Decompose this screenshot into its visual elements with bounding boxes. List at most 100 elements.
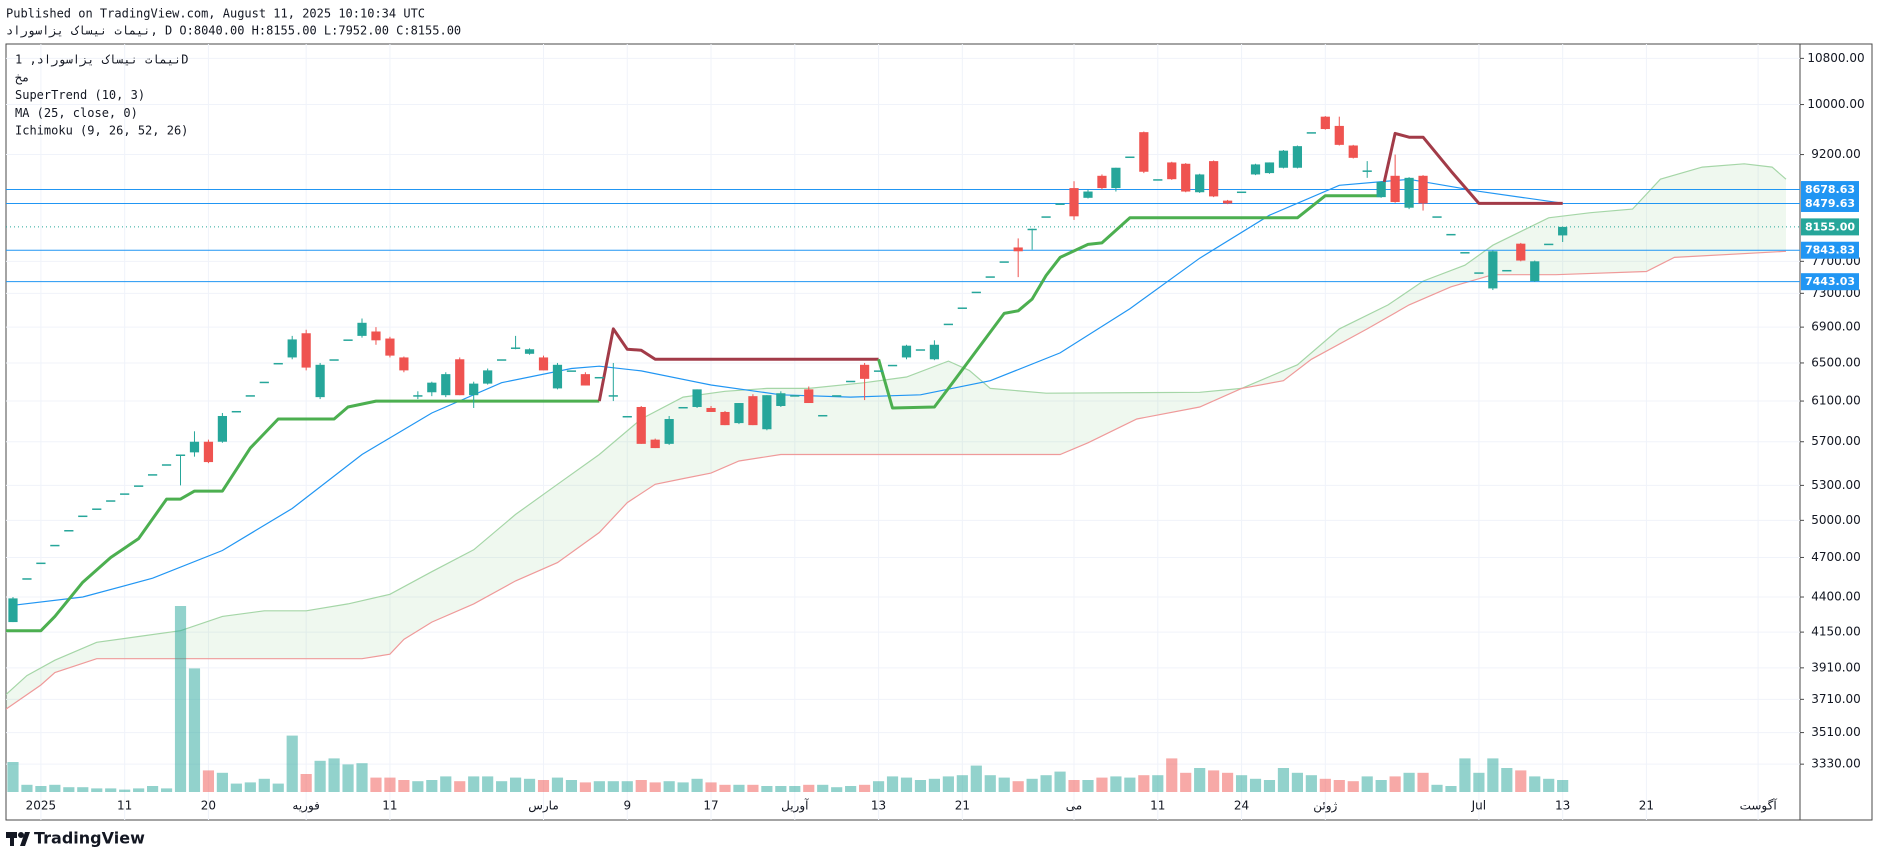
volume-bar	[942, 776, 954, 792]
y-tick-label: 5000.00	[1811, 513, 1861, 527]
candle-body	[538, 357, 549, 371]
candle-body	[357, 322, 367, 336]
x-tick-label: 24	[1234, 799, 1249, 813]
volume-bar	[1487, 758, 1499, 792]
volume-bar	[886, 776, 899, 792]
price-tag	[1801, 241, 1859, 259]
volume-bar	[384, 777, 396, 792]
candle-body	[1376, 181, 1386, 198]
volume-bar	[1026, 778, 1038, 792]
candle-body	[790, 395, 800, 397]
candle-body	[1013, 247, 1023, 252]
volume-bar	[216, 772, 228, 792]
volume-bar	[775, 786, 787, 792]
candle-body	[161, 464, 172, 466]
candle-body	[50, 544, 60, 547]
candle-body	[664, 419, 674, 444]
volume-bar	[1249, 778, 1262, 792]
candle-body	[762, 395, 772, 430]
candle-body	[64, 530, 74, 532]
candle-body	[455, 359, 465, 396]
volume-bar	[356, 763, 368, 792]
y-tick-label: 6500.00	[1811, 355, 1861, 369]
candle-body	[371, 331, 381, 341]
candle-body	[301, 333, 311, 368]
candle-body	[259, 381, 269, 384]
candle-body	[776, 393, 786, 406]
candle-body	[147, 474, 158, 476]
candle-body	[594, 376, 604, 379]
volume-bar	[635, 780, 647, 792]
legend-line: مخ	[15, 70, 29, 84]
candle-body	[552, 364, 563, 389]
candle-body	[36, 562, 46, 565]
volume-bar	[1305, 775, 1317, 792]
candle-body	[1334, 125, 1344, 145]
volume-bar	[482, 776, 494, 792]
y-tick-label: 3710.00	[1811, 692, 1861, 706]
y-tick-label: 10000.00	[1807, 97, 1864, 111]
x-tick-label: 21	[955, 799, 970, 813]
candle-body	[1390, 175, 1400, 203]
volume-bar	[160, 788, 173, 792]
candle-body	[692, 389, 702, 407]
legend: نیمات نیساک یزاسوراد, 1D مخ SuperTrend (10…	[15, 53, 188, 138]
volume-bar	[370, 777, 382, 792]
axis-layer: 10800.0010000.009200.007700.007300.00690…	[26, 51, 1865, 814]
symbol-line: نیمات نیساک یزاسوراد, D O:8040.00 H:8155…	[6, 24, 461, 39]
volume-bar	[202, 770, 215, 792]
candle-body	[1404, 177, 1414, 208]
candle-body	[887, 364, 898, 367]
volume-bar	[1459, 758, 1471, 792]
logo-part	[18, 832, 24, 838]
volume-bar	[49, 784, 61, 792]
candle-body	[8, 598, 18, 623]
candle-body	[1264, 162, 1275, 174]
candle-body	[873, 370, 884, 372]
plot-layer	[6, 116, 1800, 792]
volume-bar	[845, 786, 857, 792]
volume-bar	[1138, 775, 1150, 792]
candle-body	[985, 276, 995, 278]
y-tick-label: 3910.00	[1811, 660, 1861, 674]
volume-bar	[691, 778, 703, 792]
x-tick-label: 21	[1639, 799, 1654, 813]
y-tick-label: 4700.00	[1811, 550, 1861, 564]
supertrend	[597, 327, 879, 402]
volume-bar	[803, 784, 815, 792]
candle-body	[622, 415, 632, 418]
volume-bar	[1347, 781, 1359, 792]
x-tick-label: 11	[117, 799, 132, 813]
volume-bar	[1110, 776, 1122, 792]
candle-body	[1125, 156, 1135, 159]
volume-bar	[719, 784, 731, 792]
volume-bar	[1096, 777, 1108, 792]
volume-bar	[1417, 772, 1429, 792]
candle-body	[469, 383, 479, 396]
volume-bar	[579, 782, 591, 792]
candle-body	[1111, 167, 1121, 189]
x-tick-label: 17	[703, 799, 718, 813]
volume-bar	[1375, 780, 1387, 792]
volume-bar	[593, 781, 605, 792]
candle-body	[329, 359, 339, 361]
candle-body	[203, 441, 214, 463]
candle-body	[315, 364, 325, 398]
x-tick-label: می	[1066, 799, 1082, 813]
volume-bar	[342, 764, 354, 792]
volume-bar	[900, 777, 913, 792]
volume-bar	[733, 784, 745, 792]
candle-body	[804, 389, 814, 404]
candle-body	[231, 410, 241, 413]
candle-body	[1167, 162, 1177, 180]
brand-logo	[6, 832, 30, 846]
candle-body	[22, 578, 32, 580]
candle-body	[1502, 269, 1512, 272]
candle-body	[92, 508, 102, 510]
price-tag-label: 7843.83	[1805, 244, 1855, 257]
candle-body	[1446, 233, 1456, 236]
candle-body	[650, 439, 660, 449]
candle-body	[832, 395, 842, 397]
y-tick-label: 10800.00	[1807, 51, 1864, 65]
candle-body	[175, 454, 186, 457]
